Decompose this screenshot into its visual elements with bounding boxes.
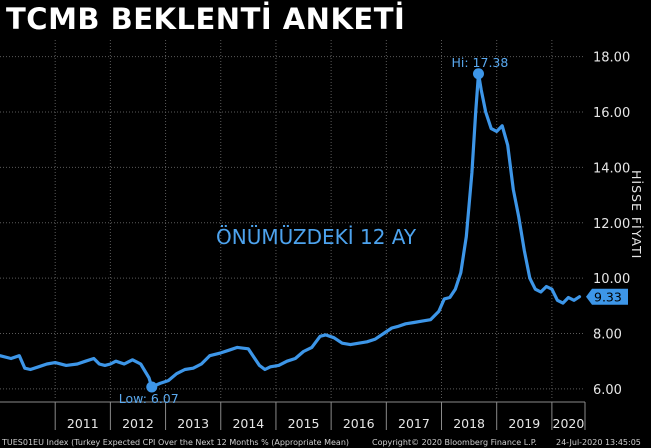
series-line [0, 72, 582, 389]
marks: Hi: 17.38 Low: 6.07 9.33 [119, 55, 628, 406]
last-value-tag [586, 288, 628, 305]
footer-copyright: Copyright© 2020 Bloomberg Finance L.P. [372, 438, 537, 447]
y-tick-label: 16.00 [593, 106, 630, 121]
high-marker [472, 68, 484, 80]
low-label: Low: 6.07 [119, 391, 179, 406]
high-label: Hi: 17.38 [451, 55, 508, 70]
x-axis: 2011 2012 2013 2014 2015 2016 2017 2018 2019 2020 [0, 401, 586, 431]
last-value-label: 9.33 [594, 290, 622, 305]
low-marker [146, 381, 158, 393]
footer-source: TUES01EU Index (Turkey Expected CPI Over… [2, 438, 350, 447]
y-tick-label: 6.00 [593, 383, 622, 398]
footer-timestamp: 24-Jul-2020 13:45:05 [556, 438, 641, 447]
x-tick-label: 2012 [122, 416, 154, 431]
x-tick-label: 2015 [288, 416, 320, 431]
x-tick-label: 2019 [508, 416, 540, 431]
grid [0, 40, 585, 400]
y-tick-label: 12.00 [593, 217, 630, 232]
x-tick-label: 2014 [232, 416, 264, 431]
chart-annotation: ÖNÜMÜZDEKİ 12 AY [216, 225, 417, 249]
y-tick-label: 8.00 [593, 328, 622, 343]
footer: TUES01EU Index (Turkey Expected CPI Over… [0, 436, 651, 448]
y-tick-label: 14.00 [593, 161, 630, 176]
y-axis: 6.00 8.00 10.00 12.00 14.00 16.00 18.00 [593, 51, 630, 398]
x-tick-label: 2013 [177, 416, 209, 431]
y-axis-label: HİSSE FİYATI [629, 170, 644, 259]
x-tick-label: 2020 [553, 416, 585, 431]
x-tick-label: 2018 [453, 416, 485, 431]
y-tick-label: 10.00 [593, 272, 630, 287]
y-tick-label: 18.00 [593, 51, 630, 66]
x-tick-label: 2017 [398, 416, 430, 431]
chart-title: TCMB BEKLENTİ ANKETİ [6, 2, 406, 36]
x-tick-label: 2016 [343, 416, 375, 431]
x-tick-label: 2011 [67, 416, 99, 431]
